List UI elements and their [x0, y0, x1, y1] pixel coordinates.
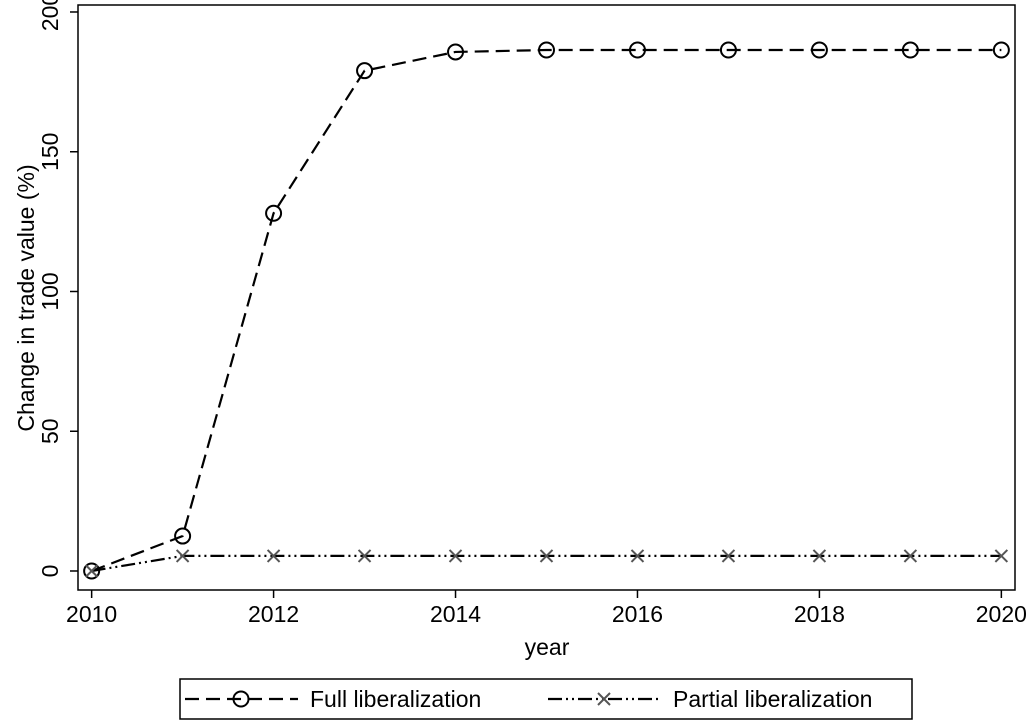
marker	[628, 41, 646, 59]
x-tick-label: 2016	[612, 601, 663, 627]
x-tick-label: 2010	[66, 601, 117, 627]
marker	[447, 43, 465, 61]
x-tick-label: 2012	[248, 601, 299, 627]
legend-marker	[232, 690, 250, 708]
x-axis-label: year	[525, 634, 570, 660]
marker	[175, 549, 190, 563]
marker	[266, 549, 281, 563]
marker	[810, 41, 828, 59]
marker	[721, 549, 736, 563]
marker	[356, 62, 374, 80]
series-line	[91, 48, 1002, 573]
x-tick-label: 2020	[976, 601, 1027, 627]
marker	[901, 41, 919, 59]
marker	[630, 549, 645, 563]
legend-label: Full liberalization	[310, 686, 481, 712]
legend-box	[179, 678, 913, 720]
y-tick-label: 200	[37, 0, 63, 31]
marker	[812, 549, 827, 563]
y-tick-label: 150	[37, 133, 63, 171]
marker	[992, 41, 1010, 59]
x-tick-label: 2018	[794, 601, 845, 627]
marker	[448, 549, 463, 563]
marker	[357, 549, 372, 563]
y-axis-label: Change in trade value (%)	[13, 164, 39, 431]
y-tick-label: 50	[37, 418, 63, 444]
marker	[265, 204, 283, 222]
marker	[83, 562, 101, 580]
marker	[84, 564, 99, 578]
x-tick-label: 2014	[430, 601, 481, 627]
marker	[719, 41, 737, 59]
y-tick-label: 100	[37, 272, 63, 310]
plot-frame	[77, 4, 1016, 591]
marker	[994, 549, 1009, 563]
marker	[174, 527, 192, 545]
legend-label: Partial liberalization	[673, 686, 872, 712]
legend-marker	[597, 692, 611, 706]
marker	[903, 549, 918, 563]
marker	[539, 549, 554, 563]
y-tick-label: 0	[37, 565, 63, 578]
marker	[538, 41, 555, 59]
